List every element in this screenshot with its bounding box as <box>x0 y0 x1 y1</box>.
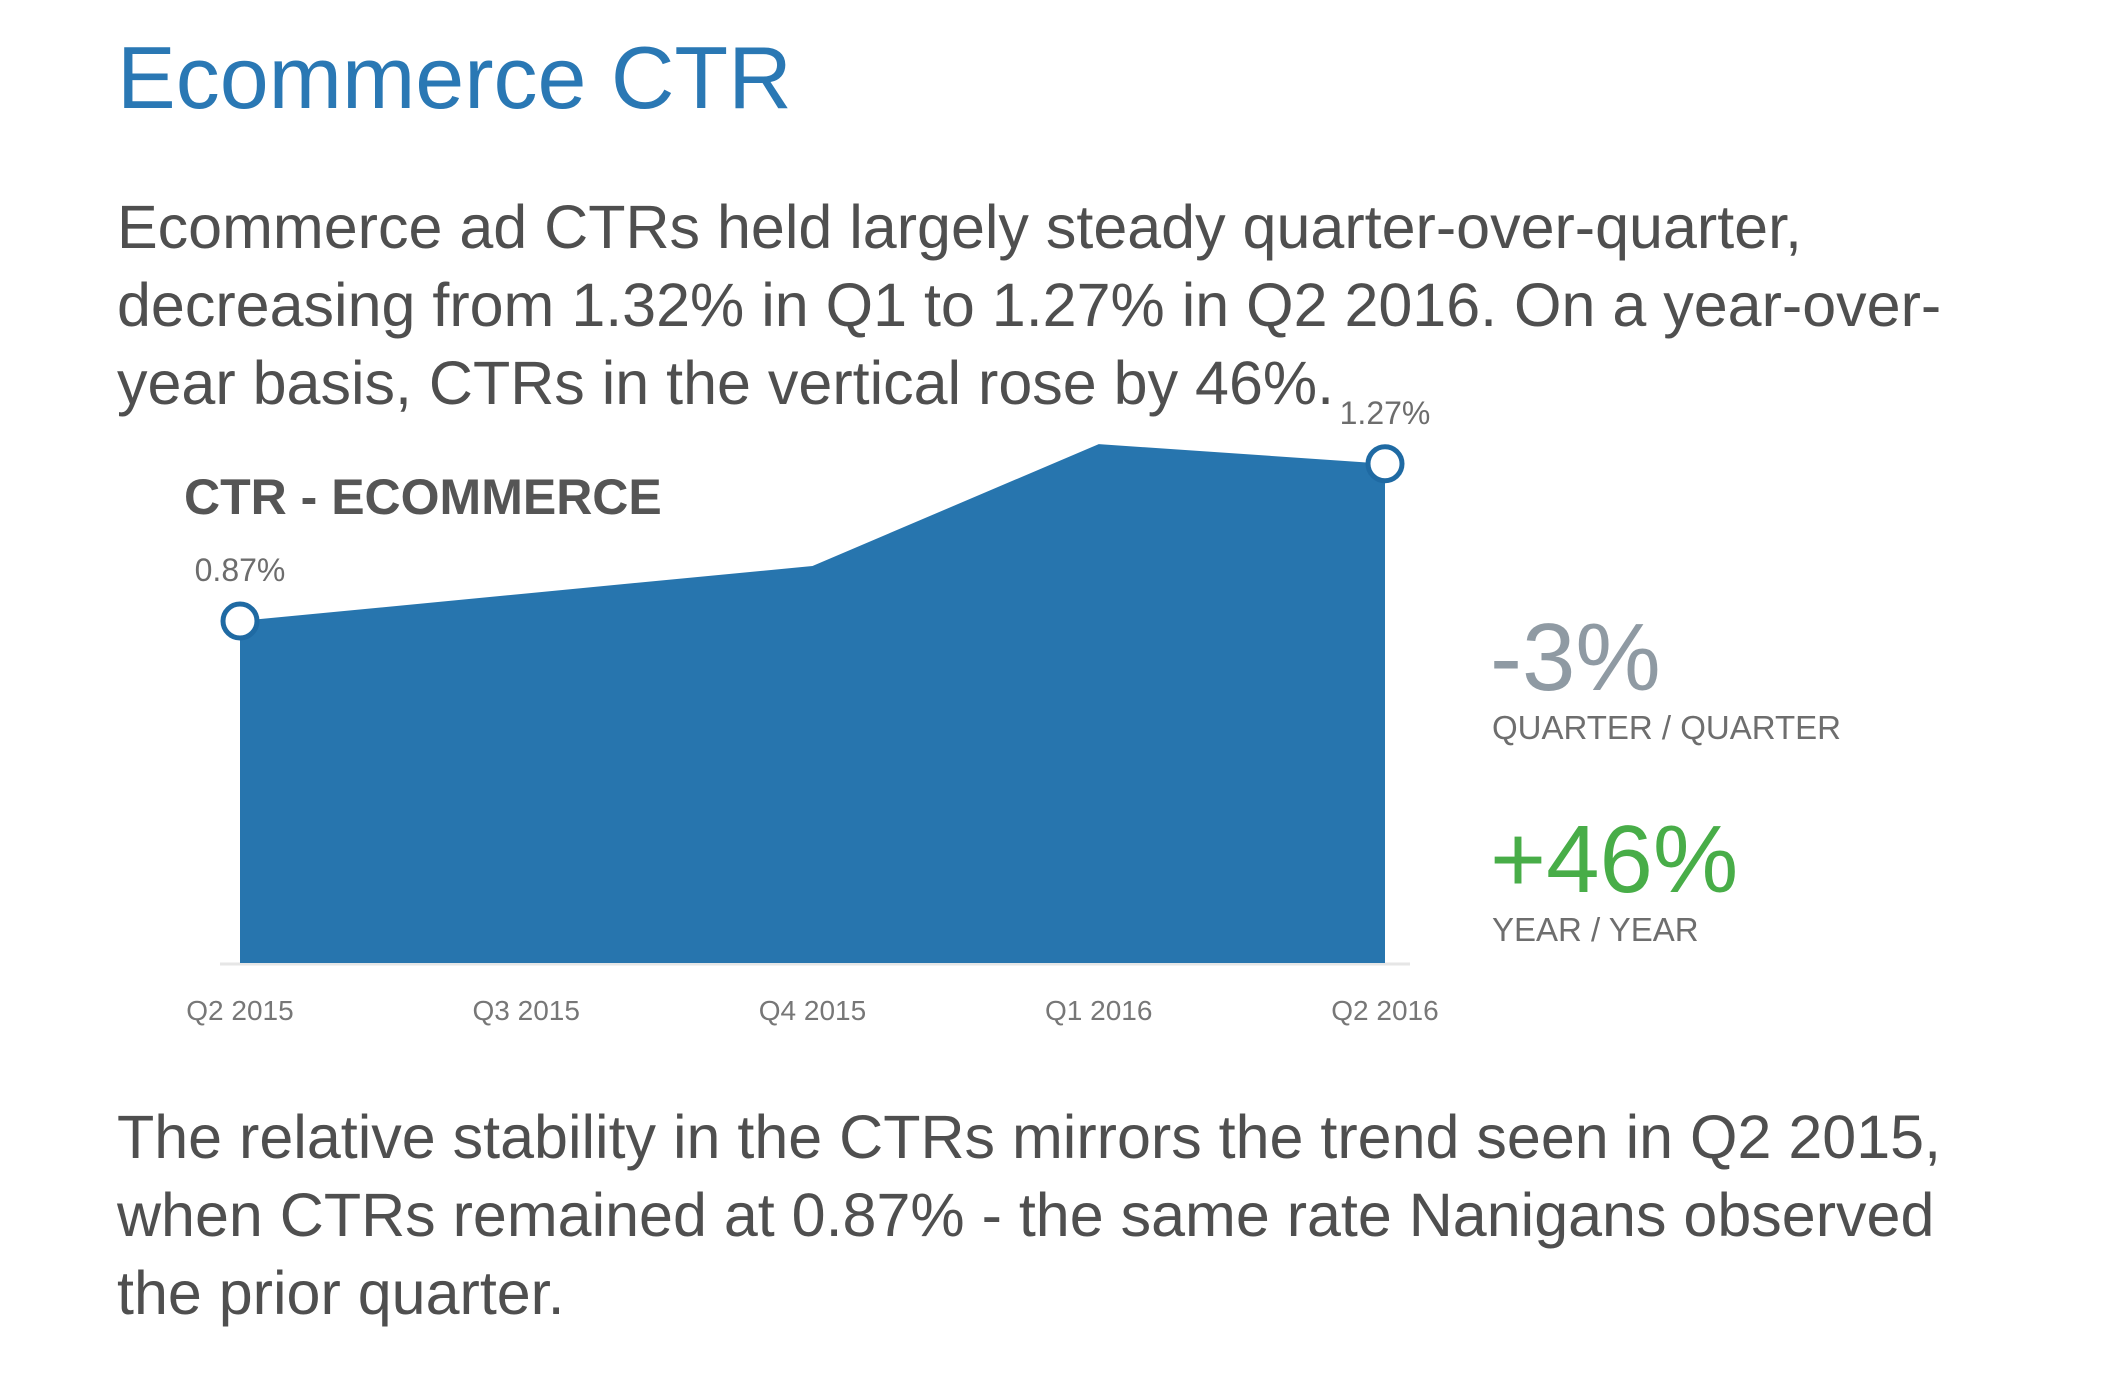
intro-paragraph: Ecommerce ad CTRs held largely steady qu… <box>117 193 1942 417</box>
ctr-area <box>240 444 1385 963</box>
quarter-change-label: QUARTER / QUARTER <box>1492 709 1841 746</box>
chart-title: CTR - ECOMMERCE <box>184 469 662 525</box>
point-label-q2-2016: 1.27% <box>1340 395 1431 431</box>
data-point-q2-2016 <box>1365 444 1405 484</box>
closing-paragraph: The relative stability in the CTRs mirro… <box>117 1103 1942 1327</box>
x-tick-label-q3-2015: Q3 2015 <box>473 995 580 1026</box>
x-tick-label-q4-2015: Q4 2015 <box>759 995 866 1026</box>
page-title: Ecommerce CTR <box>117 28 792 127</box>
x-tick-label-q2-2015: Q2 2015 <box>186 995 293 1026</box>
point-label-q2-2015: 0.87% <box>195 552 286 588</box>
data-point-q2-2015 <box>220 601 260 641</box>
year-change-label: YEAR / YEAR <box>1492 911 1699 948</box>
year-change-value: +46% <box>1490 806 1739 913</box>
x-tick-label-q1-2016: Q1 2016 <box>1045 995 1152 1026</box>
x-tick-label-q2-2016: Q2 2016 <box>1331 995 1438 1026</box>
quarter-change-value: -3% <box>1490 604 1661 711</box>
